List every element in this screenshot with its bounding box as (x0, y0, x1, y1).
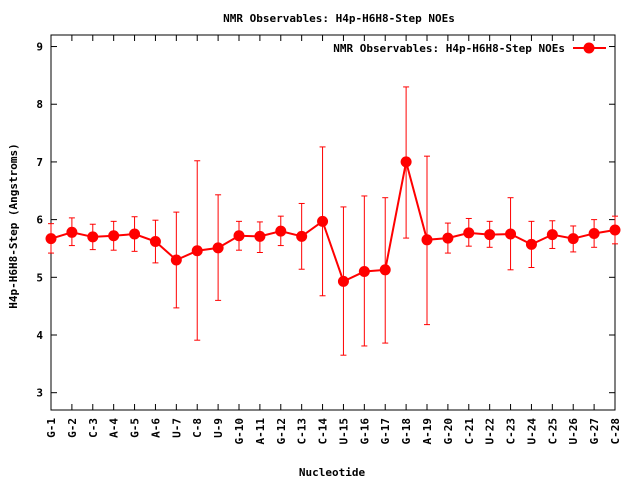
x-tick-label: A-11 (254, 418, 267, 445)
x-tick-label: G-18 (400, 418, 413, 445)
legend: NMR Observables: H4p-H6H8-Step NOEs (333, 42, 606, 55)
x-tick-label: C-23 (505, 418, 518, 445)
x-tick-label: G-5 (129, 418, 142, 438)
data-point (275, 225, 287, 237)
legend-marker (583, 42, 595, 54)
x-tick-label: A-4 (108, 418, 121, 438)
data-point (87, 231, 99, 243)
x-tick-label: U-15 (337, 418, 350, 445)
data-point (45, 233, 57, 245)
x-axis-label: Nucleotide (299, 466, 366, 479)
x-tick-label: C-13 (296, 418, 309, 445)
data-point (463, 227, 475, 239)
x-tick-label: C-14 (317, 418, 330, 445)
x-tick-label: U-9 (212, 418, 225, 438)
plot-area: 3 4 5 6 7 8 9 G-1 G-2 C-3 A-4 G-5 A-6 U-7 C-8 U-9 G-10 A-… (36, 34, 622, 445)
x-tick-label: C-25 (546, 418, 559, 445)
y-tick-label: 3 (36, 387, 43, 400)
y-tick-label: 5 (36, 271, 43, 284)
data-point (129, 228, 141, 240)
x-tick-label: G-16 (358, 418, 371, 445)
chart-title: NMR Observables: H4p-H6H8-Step NOEs (223, 12, 455, 25)
data-point (546, 229, 558, 241)
y-tick-label: 8 (36, 98, 43, 111)
x-tick-label: C-21 (463, 418, 476, 445)
x-tick-label: U-24 (525, 418, 538, 445)
data-point (170, 254, 182, 266)
y-tick-label: 7 (36, 156, 43, 169)
x-tick-label: U-7 (170, 418, 183, 438)
x-tick-label: G-27 (588, 418, 601, 445)
y-tick-label: 4 (36, 329, 43, 342)
data-point (233, 230, 245, 242)
x-tick-label: A-19 (421, 418, 434, 445)
data-point (296, 230, 308, 242)
y-tick-label: 6 (36, 214, 43, 227)
x-tick-label: U-26 (567, 418, 580, 445)
data-point (317, 215, 329, 227)
data-point (108, 230, 120, 242)
x-tick-label: G-10 (233, 418, 246, 445)
data-point (149, 236, 161, 248)
data-point (567, 233, 579, 245)
data-point (609, 224, 621, 236)
y-tick-label: 9 (36, 41, 43, 54)
data-point (588, 227, 600, 239)
x-tick-label: G-12 (275, 418, 288, 445)
x-tick-label: C-28 (609, 418, 622, 445)
data-point (379, 264, 391, 276)
data-point (254, 230, 266, 242)
data-point (66, 226, 78, 238)
y-axis-label: H4p-H6H8-Step (Angstroms) (7, 143, 20, 309)
data-point (421, 234, 433, 246)
plot-frame (50, 34, 616, 411)
data-point (191, 245, 203, 257)
data-point (505, 228, 517, 240)
x-tick-label: G-2 (66, 418, 79, 438)
legend-label: NMR Observables: H4p-H6H8-Step NOEs (333, 42, 565, 55)
data-point (484, 229, 496, 241)
x-tick-label: G-1 (45, 418, 58, 438)
x-tick-label: G-17 (379, 418, 392, 445)
data-point (358, 266, 370, 278)
x-tick-label: A-6 (149, 418, 162, 438)
data-point (212, 242, 224, 254)
x-tick-label: C-3 (87, 418, 100, 438)
data-point (525, 238, 537, 250)
data-point (337, 275, 349, 287)
x-tick-label: C-8 (191, 418, 204, 438)
x-tick-label: G-20 (442, 418, 455, 445)
data-point (442, 232, 454, 244)
data-point (400, 156, 412, 168)
series-line (50, 161, 616, 283)
x-tick-label: U-22 (484, 418, 497, 445)
